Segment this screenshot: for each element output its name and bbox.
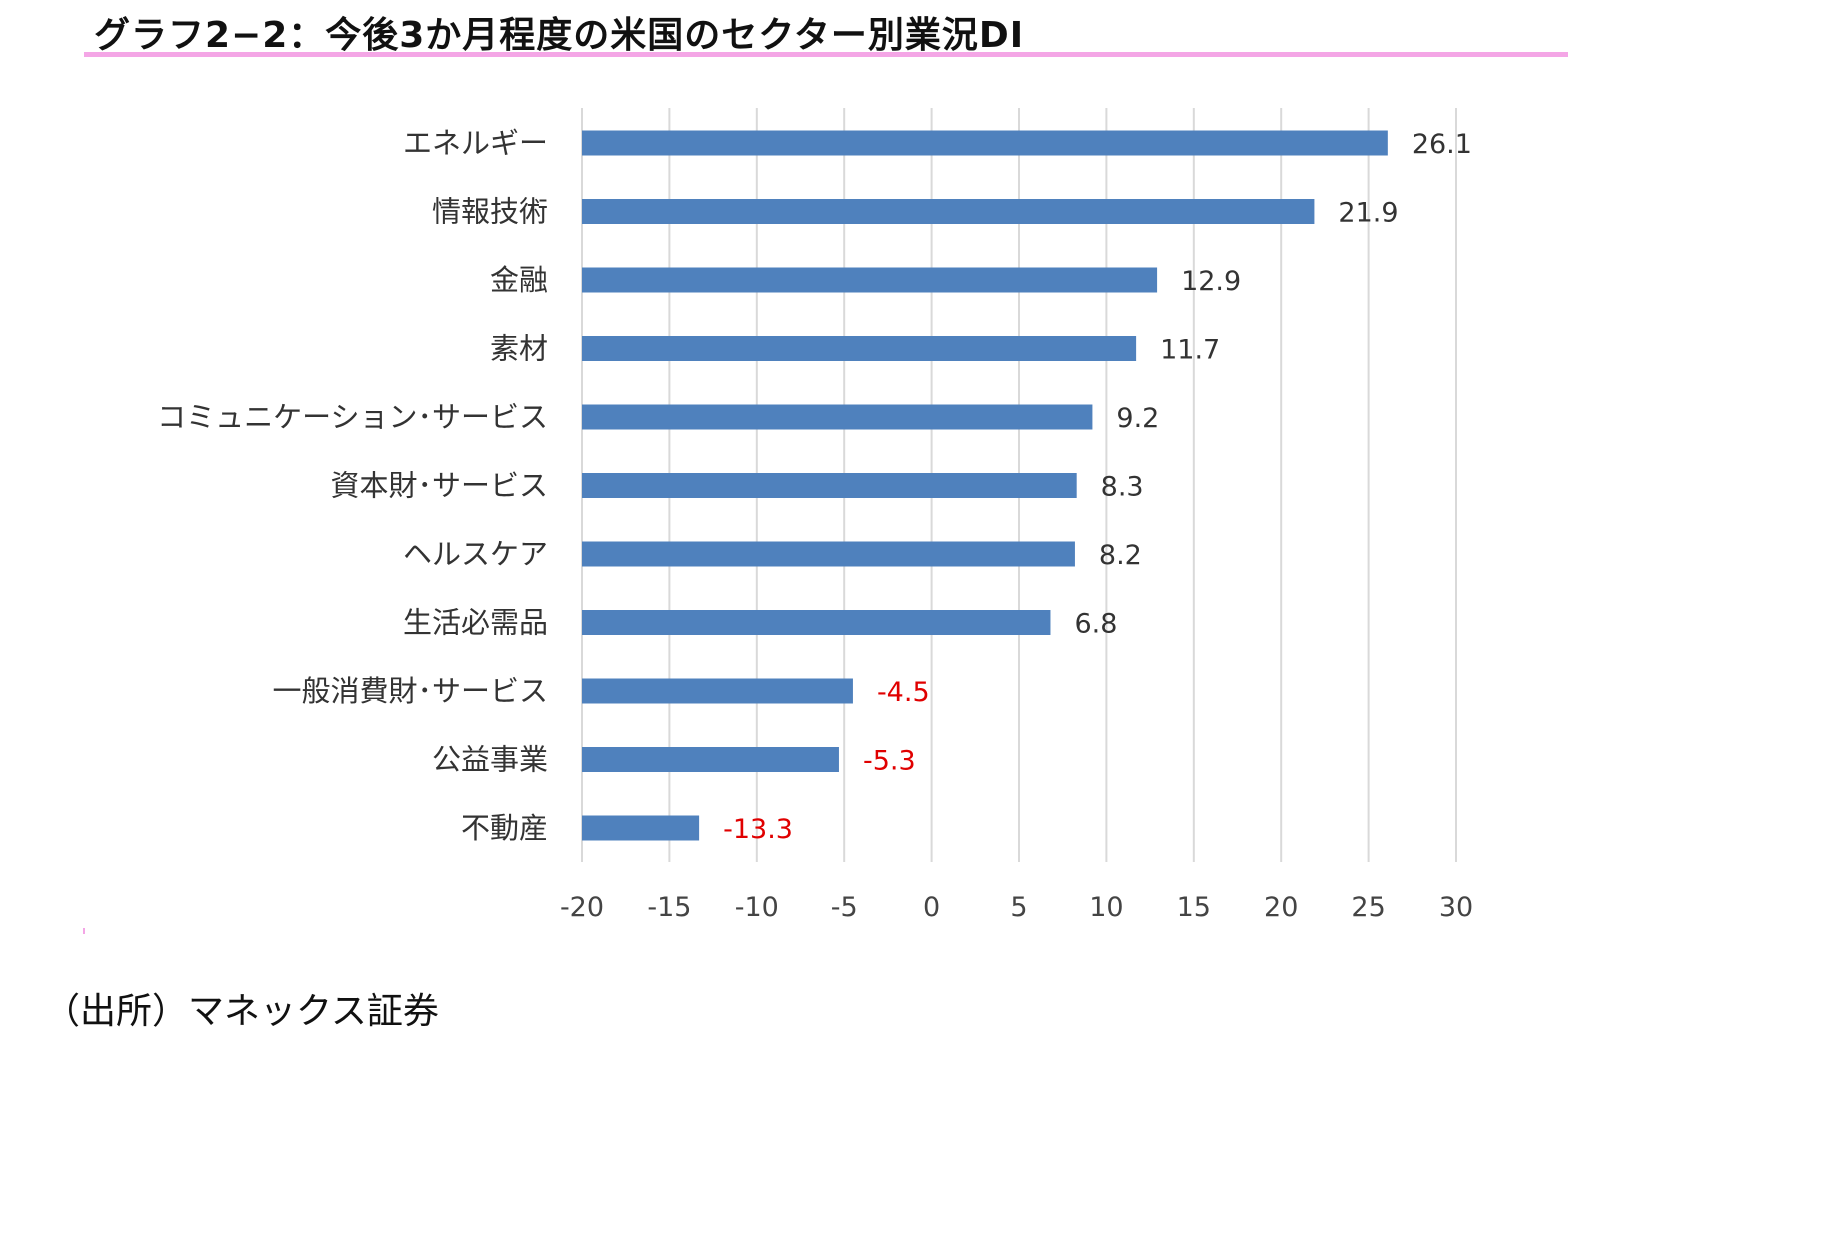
category-label: 情報技術 — [432, 195, 548, 229]
x-tick-label: -15 — [647, 892, 691, 923]
bar — [582, 199, 1315, 224]
bar — [582, 473, 1077, 498]
value-label: 12.9 — [1181, 266, 1241, 297]
bar — [582, 815, 700, 841]
x-tick-label: 20 — [1264, 892, 1298, 923]
x-tick-label: 30 — [1439, 892, 1473, 923]
category-label: 金融 — [490, 263, 548, 297]
x-tick-label: -20 — [560, 892, 604, 923]
bar — [582, 541, 1075, 567]
x-tick-label: 10 — [1089, 892, 1123, 923]
chart-title: グラフ2−2：今後3か月程度の米国のセクター別業況DI — [94, 15, 1025, 56]
gridlines — [581, 108, 1457, 862]
bar — [582, 130, 1388, 156]
x-tick-label: 0 — [923, 892, 940, 923]
corner-mark — [83, 928, 85, 934]
category-label: 不動産 — [461, 811, 548, 845]
category-label: 生活必需品 — [403, 606, 548, 640]
x-tick-label: -10 — [735, 892, 779, 923]
x-tick-label: 15 — [1177, 892, 1211, 923]
bar — [582, 404, 1093, 430]
value-label: -5.3 — [863, 746, 916, 777]
value-label: 8.2 — [1099, 540, 1142, 571]
value-label: 9.2 — [1116, 403, 1159, 434]
category-labels: エネルギー情報技術金融素材コミュニケーション･サービス資本財･サービスヘルスケア… — [157, 126, 548, 845]
x-tick-label: 25 — [1351, 892, 1385, 923]
category-label: 素材 — [490, 332, 548, 366]
value-label: -13.3 — [723, 814, 793, 845]
category-label: エネルギー — [403, 126, 548, 160]
category-label: 一般消費財･サービス — [272, 674, 548, 708]
bars — [582, 130, 1388, 841]
value-label: -4.5 — [877, 677, 930, 708]
source-note: （出所）マネックス証券 — [44, 991, 439, 1032]
value-label: 26.1 — [1412, 129, 1472, 160]
category-label: 公益事業 — [432, 743, 548, 777]
bar-chart: エネルギー情報技術金融素材コミュニケーション･サービス資本財･サービスヘルスケア… — [157, 108, 1473, 923]
bar — [582, 267, 1158, 293]
x-tick-label: -5 — [831, 892, 858, 923]
category-label: ヘルスケア — [403, 537, 548, 571]
category-label: コミュニケーション･サービス — [157, 400, 548, 434]
title-underline — [84, 52, 1568, 57]
value-label: 6.8 — [1074, 609, 1117, 640]
bar — [582, 610, 1051, 635]
value-label: 8.3 — [1101, 472, 1144, 503]
bar — [582, 747, 839, 772]
value-labels: 26.1 21.9 12.9 11.7 9.2 8.3 8.2 6.8 -4.5 -5.3 -13.… — [723, 129, 1472, 845]
category-label: 資本財･サービス — [330, 469, 548, 503]
x-axis-tick-labels: -20 -15 -10 -5 0 5 10 15 20 25 30 — [560, 892, 1473, 923]
value-label: 11.7 — [1160, 335, 1220, 366]
bar — [582, 678, 853, 704]
bar — [582, 336, 1137, 361]
x-tick-label: 5 — [1010, 892, 1027, 923]
value-label: 21.9 — [1338, 198, 1398, 229]
